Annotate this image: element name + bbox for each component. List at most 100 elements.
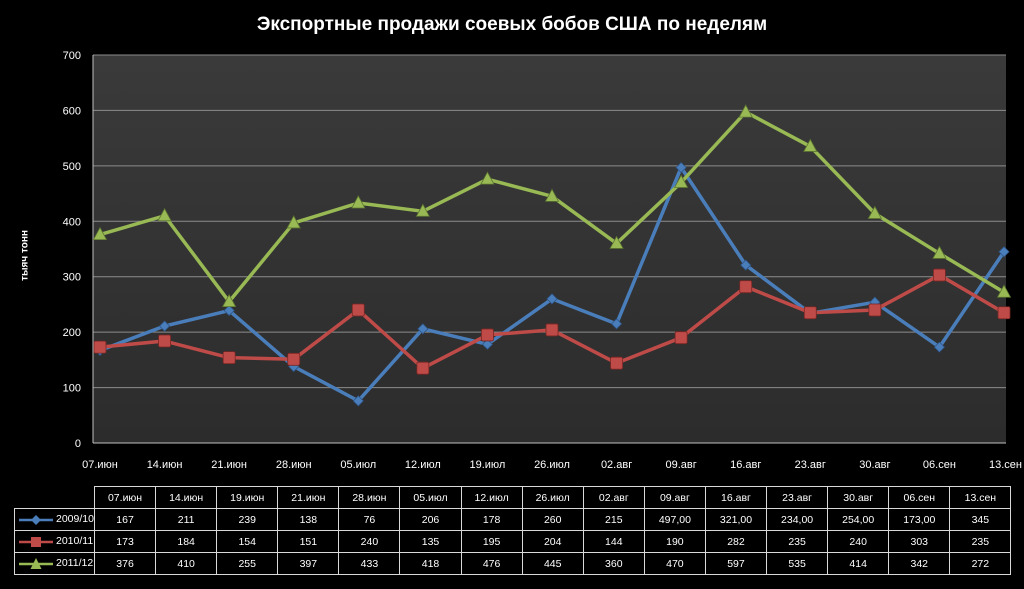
- table-cell: 342: [888, 552, 951, 575]
- table-cell: 360: [582, 552, 645, 575]
- legend-entry: 2010/11: [14, 530, 95, 553]
- point-2010/11-14: [997, 306, 1011, 320]
- point-2010/11-6: [481, 328, 494, 342]
- table-cell: 135: [399, 530, 462, 553]
- table-cell: 173: [93, 530, 157, 553]
- y-tick-label: 300: [63, 272, 81, 284]
- table-cell: 445: [521, 552, 584, 575]
- table-cell: 414: [827, 552, 890, 575]
- legend-entry: 2009/10: [14, 508, 95, 531]
- table-cell: 240: [827, 530, 890, 553]
- x-tick-label: 13.сен: [989, 459, 1022, 471]
- x-tick-label: 06.сен: [923, 459, 956, 471]
- table-cell: 235: [766, 530, 829, 553]
- table-cell: 173,00: [888, 508, 951, 531]
- table-cell: 272: [949, 552, 1012, 575]
- point-2010/11-12: [868, 303, 882, 317]
- x-tick-label: 26.июл: [534, 459, 570, 471]
- table-cell: 151: [277, 530, 340, 553]
- table-header-row: 07.июн 14.июн 19.июн 21.июн 28.июн 05.июл 12.и…: [14, 486, 1012, 509]
- point-2011/12-4: [351, 195, 366, 209]
- chart-title: Экспортные продажи соевых бобов США по н…: [256, 14, 768, 35]
- table-cell: 433: [338, 552, 401, 575]
- x-tick-label: 21.июн: [211, 459, 247, 471]
- point-2011/12-1: [157, 207, 172, 222]
- x-tick-label: 30.авг: [859, 459, 890, 471]
- point-2011/12-9: [673, 174, 689, 188]
- table-header-cell: 26.июл: [521, 486, 584, 509]
- point-2010/11-1: [158, 334, 171, 348]
- point-2010/11-3: [287, 352, 301, 366]
- table-header-cell: 30.авг: [827, 486, 890, 509]
- table-header-cell: 23.авг: [766, 486, 829, 509]
- point-2009/10-4: [352, 395, 364, 407]
- gridlines: [92, 54, 1006, 444]
- x-tick-label: 23.авг: [795, 459, 826, 471]
- x-tick-label: 12.июл: [405, 459, 441, 471]
- table-cell: 255: [216, 552, 279, 575]
- table-cell: 211: [155, 508, 218, 531]
- point-2011/12-3: [286, 215, 301, 229]
- point-2010/11-10: [739, 280, 753, 294]
- table-cell: 235: [949, 530, 1012, 553]
- table-corner: [14, 486, 95, 509]
- table-header-cell: 06.сен: [888, 486, 951, 509]
- table-cell: 215: [582, 508, 645, 531]
- point-2010/11-0: [93, 340, 107, 354]
- point-2010/11-4: [351, 303, 365, 317]
- table-cell: 138: [277, 508, 340, 531]
- table-header-cell: 14.июн: [155, 486, 218, 509]
- table-row: 2011/12 376 410 255 397 433 418 476 445 360 470 597…: [14, 552, 1012, 575]
- legend-label: 2010/11: [56, 535, 94, 548]
- y-axis-ticks: 0 100 200 300 400 500 600 700: [63, 50, 81, 450]
- point-2011/12-5: [415, 203, 431, 217]
- point-2010/11-11: [803, 306, 817, 320]
- x-tick-label: 14.июн: [147, 459, 183, 471]
- point-2009/10-6: [481, 338, 493, 350]
- table-header-cell: 12.июл: [460, 486, 523, 509]
- point-2009/10-13: [933, 341, 945, 353]
- y-tick-label: 0: [75, 438, 81, 450]
- point-2010/11-5: [416, 361, 430, 375]
- table-header-cell: 09.авг: [643, 486, 706, 509]
- table-row: 2010/11 173 184 154 151 240 135 195 204 144 190 282…: [14, 530, 1012, 553]
- point-2011/12-2: [221, 293, 237, 308]
- x-tick-label: 07.июн: [82, 459, 118, 471]
- point-2010/11-9: [674, 331, 688, 345]
- table-cell: 190: [643, 530, 706, 553]
- point-2010/11-2: [222, 351, 236, 365]
- table-cell: 497,00: [643, 508, 706, 531]
- point-2010/11-8: [610, 356, 623, 370]
- y-tick-label: 500: [63, 161, 81, 173]
- table-header-cell: 13.сен: [949, 486, 1012, 509]
- table-cell: 470: [643, 552, 706, 575]
- point-2009/10-2: [223, 304, 235, 317]
- point-2009/10-14: [998, 246, 1010, 258]
- y-tick-label: 700: [63, 50, 81, 62]
- legend-entry: 2011/12: [14, 552, 95, 575]
- legend-key-triangle-icon: [19, 557, 53, 569]
- table-header-cell: 28.июн: [338, 486, 401, 509]
- table-cell: 240: [338, 530, 401, 553]
- y-tick-label: 200: [63, 327, 81, 339]
- point-2011/12-11: [803, 138, 818, 152]
- line-chart: 0 100 200 300 400 500 600 700 07.июн 14.июн 21.ию…: [63, 50, 1022, 471]
- table-header-cell: 16.авг: [704, 486, 768, 509]
- legend-label: 2009/10: [56, 513, 94, 526]
- point-2011/12-6: [480, 171, 495, 185]
- table-row: 2009/10 167 211 239 138 76 206 178 260 215 497,00 3…: [14, 508, 1012, 531]
- table-cell: 204: [521, 530, 584, 553]
- table-cell: 376: [93, 552, 157, 575]
- table-cell: 167: [93, 508, 157, 531]
- table-cell: 239: [216, 508, 279, 531]
- point-2011/12-7: [544, 188, 560, 202]
- table-header-cell: 05.июл: [399, 486, 462, 509]
- x-tick-label: 05.июл: [340, 459, 376, 471]
- point-2009/10-1: [159, 320, 171, 332]
- series-2010/11: [93, 268, 1011, 375]
- table-cell: 144: [582, 530, 645, 553]
- point-2011/12-12: [867, 205, 883, 219]
- table-cell: 303: [888, 530, 951, 553]
- table-cell: 184: [155, 530, 218, 553]
- point-2010/11-7: [545, 323, 559, 337]
